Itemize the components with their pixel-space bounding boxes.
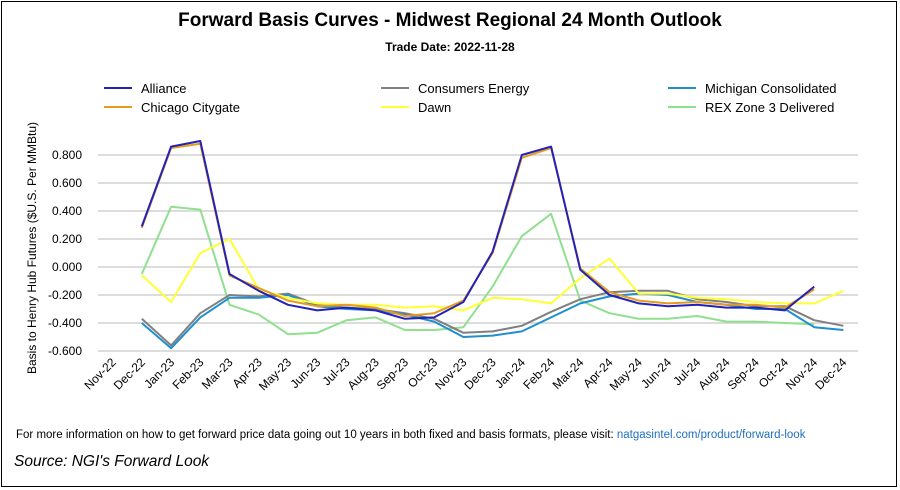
legend-item-dawn: Dawn	[381, 99, 451, 115]
legend-swatch-dawn	[381, 106, 409, 108]
x-tick-label: Feb-24	[520, 355, 557, 392]
y-tick-label: -0.400	[48, 316, 82, 330]
y-tick-label: -0.600	[48, 344, 82, 358]
source-attribution: Source: NGI's Forward Look	[14, 453, 210, 470]
legend-item-michigan-consolidated: Michigan Consolidated	[668, 80, 837, 96]
y-tick-label: 0.200	[52, 232, 82, 246]
legend-swatch-michigan-consolidated	[668, 87, 696, 89]
y-tick-label: -0.200	[48, 288, 82, 302]
footer-note: For more information on how to get forwa…	[16, 429, 805, 441]
series-line-consumers-energy	[141, 289, 844, 347]
series-line-dawn	[141, 238, 844, 312]
y-axis-label: Basis to Henry Hub Futures ($U.S. Per MM…	[25, 122, 39, 374]
y-tick-label: 0.400	[52, 204, 82, 218]
legend-label-rex-zone-3-delivered: REX Zone 3 Delivered	[705, 99, 835, 115]
legend-item-chicago-citygate: Chicago Citygate	[104, 99, 240, 115]
x-tick-label: Dec-24	[812, 355, 849, 392]
legend-swatch-consumers-energy	[381, 87, 409, 89]
x-tick-label: Jun-24	[638, 355, 674, 391]
chart-subtitle: Trade Date: 2022-11-28	[385, 40, 515, 54]
x-tick-label: Nov-22	[81, 355, 118, 392]
x-tick-label: Sep-24	[725, 355, 762, 392]
x-tick-label: Feb-23	[170, 355, 207, 392]
series-line-alliance	[140, 140, 815, 320]
forward-look-link[interactable]: natgasintel.com/product/forward-look	[616, 429, 806, 441]
footer-note-text: For more information on how to get forwa…	[16, 429, 614, 441]
legend-swatch-rex-zone-3-delivered	[668, 106, 696, 108]
x-tick-label: Aug-23	[345, 355, 382, 392]
chart-title: Forward Basis Curves - Midwest Regional …	[178, 10, 722, 31]
legend-swatch-alliance	[104, 87, 132, 89]
x-tick-label: Sep-23	[374, 355, 411, 392]
series-line-chicago-citygate	[140, 142, 815, 317]
y-tick-label: 0.000	[52, 260, 82, 274]
legend-label-dawn: Dawn	[418, 99, 452, 115]
x-tick-label: Nov-23	[432, 355, 469, 392]
x-tick-label: Nov-24	[783, 355, 820, 392]
legend-label-michigan-consolidated: Michigan Consolidated	[705, 80, 837, 96]
legend-item-consumers-energy: Consumers Energy	[381, 80, 529, 96]
x-tick-label: Mar-23	[199, 355, 236, 392]
x-tick-label: Dec-23	[461, 355, 498, 392]
legend-item-rex-zone-3-delivered: REX Zone 3 Delivered	[668, 99, 834, 115]
legend-label-consumers-energy: Consumers Energy	[418, 80, 530, 96]
legend-item-alliance: Alliance	[104, 80, 187, 96]
y-tick-label: 0.800	[52, 148, 82, 162]
legend-label-alliance: Alliance	[141, 80, 187, 96]
x-tick-label: May-23	[256, 355, 294, 393]
series-line-rex-zone-3-delivered	[140, 205, 815, 336]
legend-label-chicago-citygate: Chicago Citygate	[141, 99, 240, 115]
x-tick-label: Mar-24	[550, 355, 587, 392]
x-tick-label: Dec-22	[111, 355, 148, 392]
x-tick-label: Jun-23	[287, 355, 323, 391]
x-tick-label: May-24	[607, 355, 645, 393]
y-tick-label: 0.600	[52, 176, 82, 190]
legend-swatch-chicago-citygate	[104, 106, 132, 108]
x-tick-label: Aug-24	[695, 355, 732, 392]
